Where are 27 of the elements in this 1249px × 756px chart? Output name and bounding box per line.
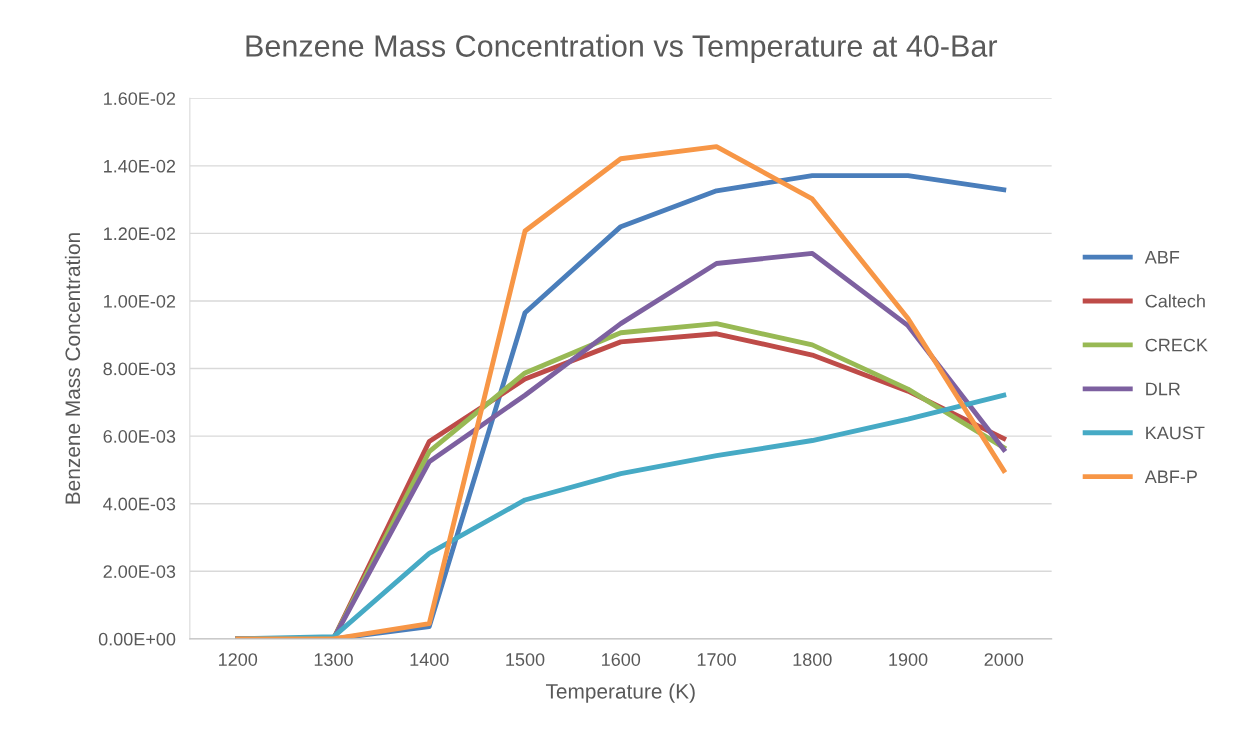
legend-label: CRECK	[1145, 338, 1208, 352]
y-tick-label: 6.00E-03	[103, 430, 176, 443]
x-tick-label: 1900	[889, 653, 928, 666]
x-tick-label: 1200	[219, 653, 258, 666]
legend-label: DLR	[1146, 382, 1181, 396]
y-tick-label: 4.00E-03	[103, 497, 176, 511]
x-tick-label: 2000	[984, 653, 1024, 666]
x-tick-label: 1300	[314, 653, 353, 666]
y-tick-label: 1.20E-02	[104, 227, 176, 241]
y-tick-label: 0.00E+00	[98, 632, 176, 646]
legend-label: ABF	[1144, 251, 1180, 264]
x-tick-label: 1600	[602, 653, 641, 666]
x-tick-label: 1500	[506, 653, 545, 666]
x-tick-label: 1800	[793, 653, 832, 666]
y-tick-label: 2.00E-03	[103, 565, 176, 578]
x-tick-label: 1400	[410, 653, 449, 666]
y-tick-label: 1.00E-02	[104, 294, 176, 308]
legend-label: ABF-P	[1144, 470, 1197, 484]
y-tick-label: 1.60E-02	[104, 92, 176, 105]
x-axis-title: Temperature (K)	[545, 683, 695, 703]
x-tick-label: 1700	[697, 653, 736, 666]
chart-title: Benzene Mass Concentration vs Temperature at 40-Bar	[246, 34, 998, 63]
legend-label: Caltech	[1145, 294, 1205, 308]
y-axis-title: Benzene Mass Concentration	[64, 233, 81, 504]
y-tick-label: 1.40E-02	[104, 159, 176, 173]
y-tick-label: 8.00E-03	[103, 362, 176, 376]
legend-label: KAUST	[1146, 426, 1205, 440]
